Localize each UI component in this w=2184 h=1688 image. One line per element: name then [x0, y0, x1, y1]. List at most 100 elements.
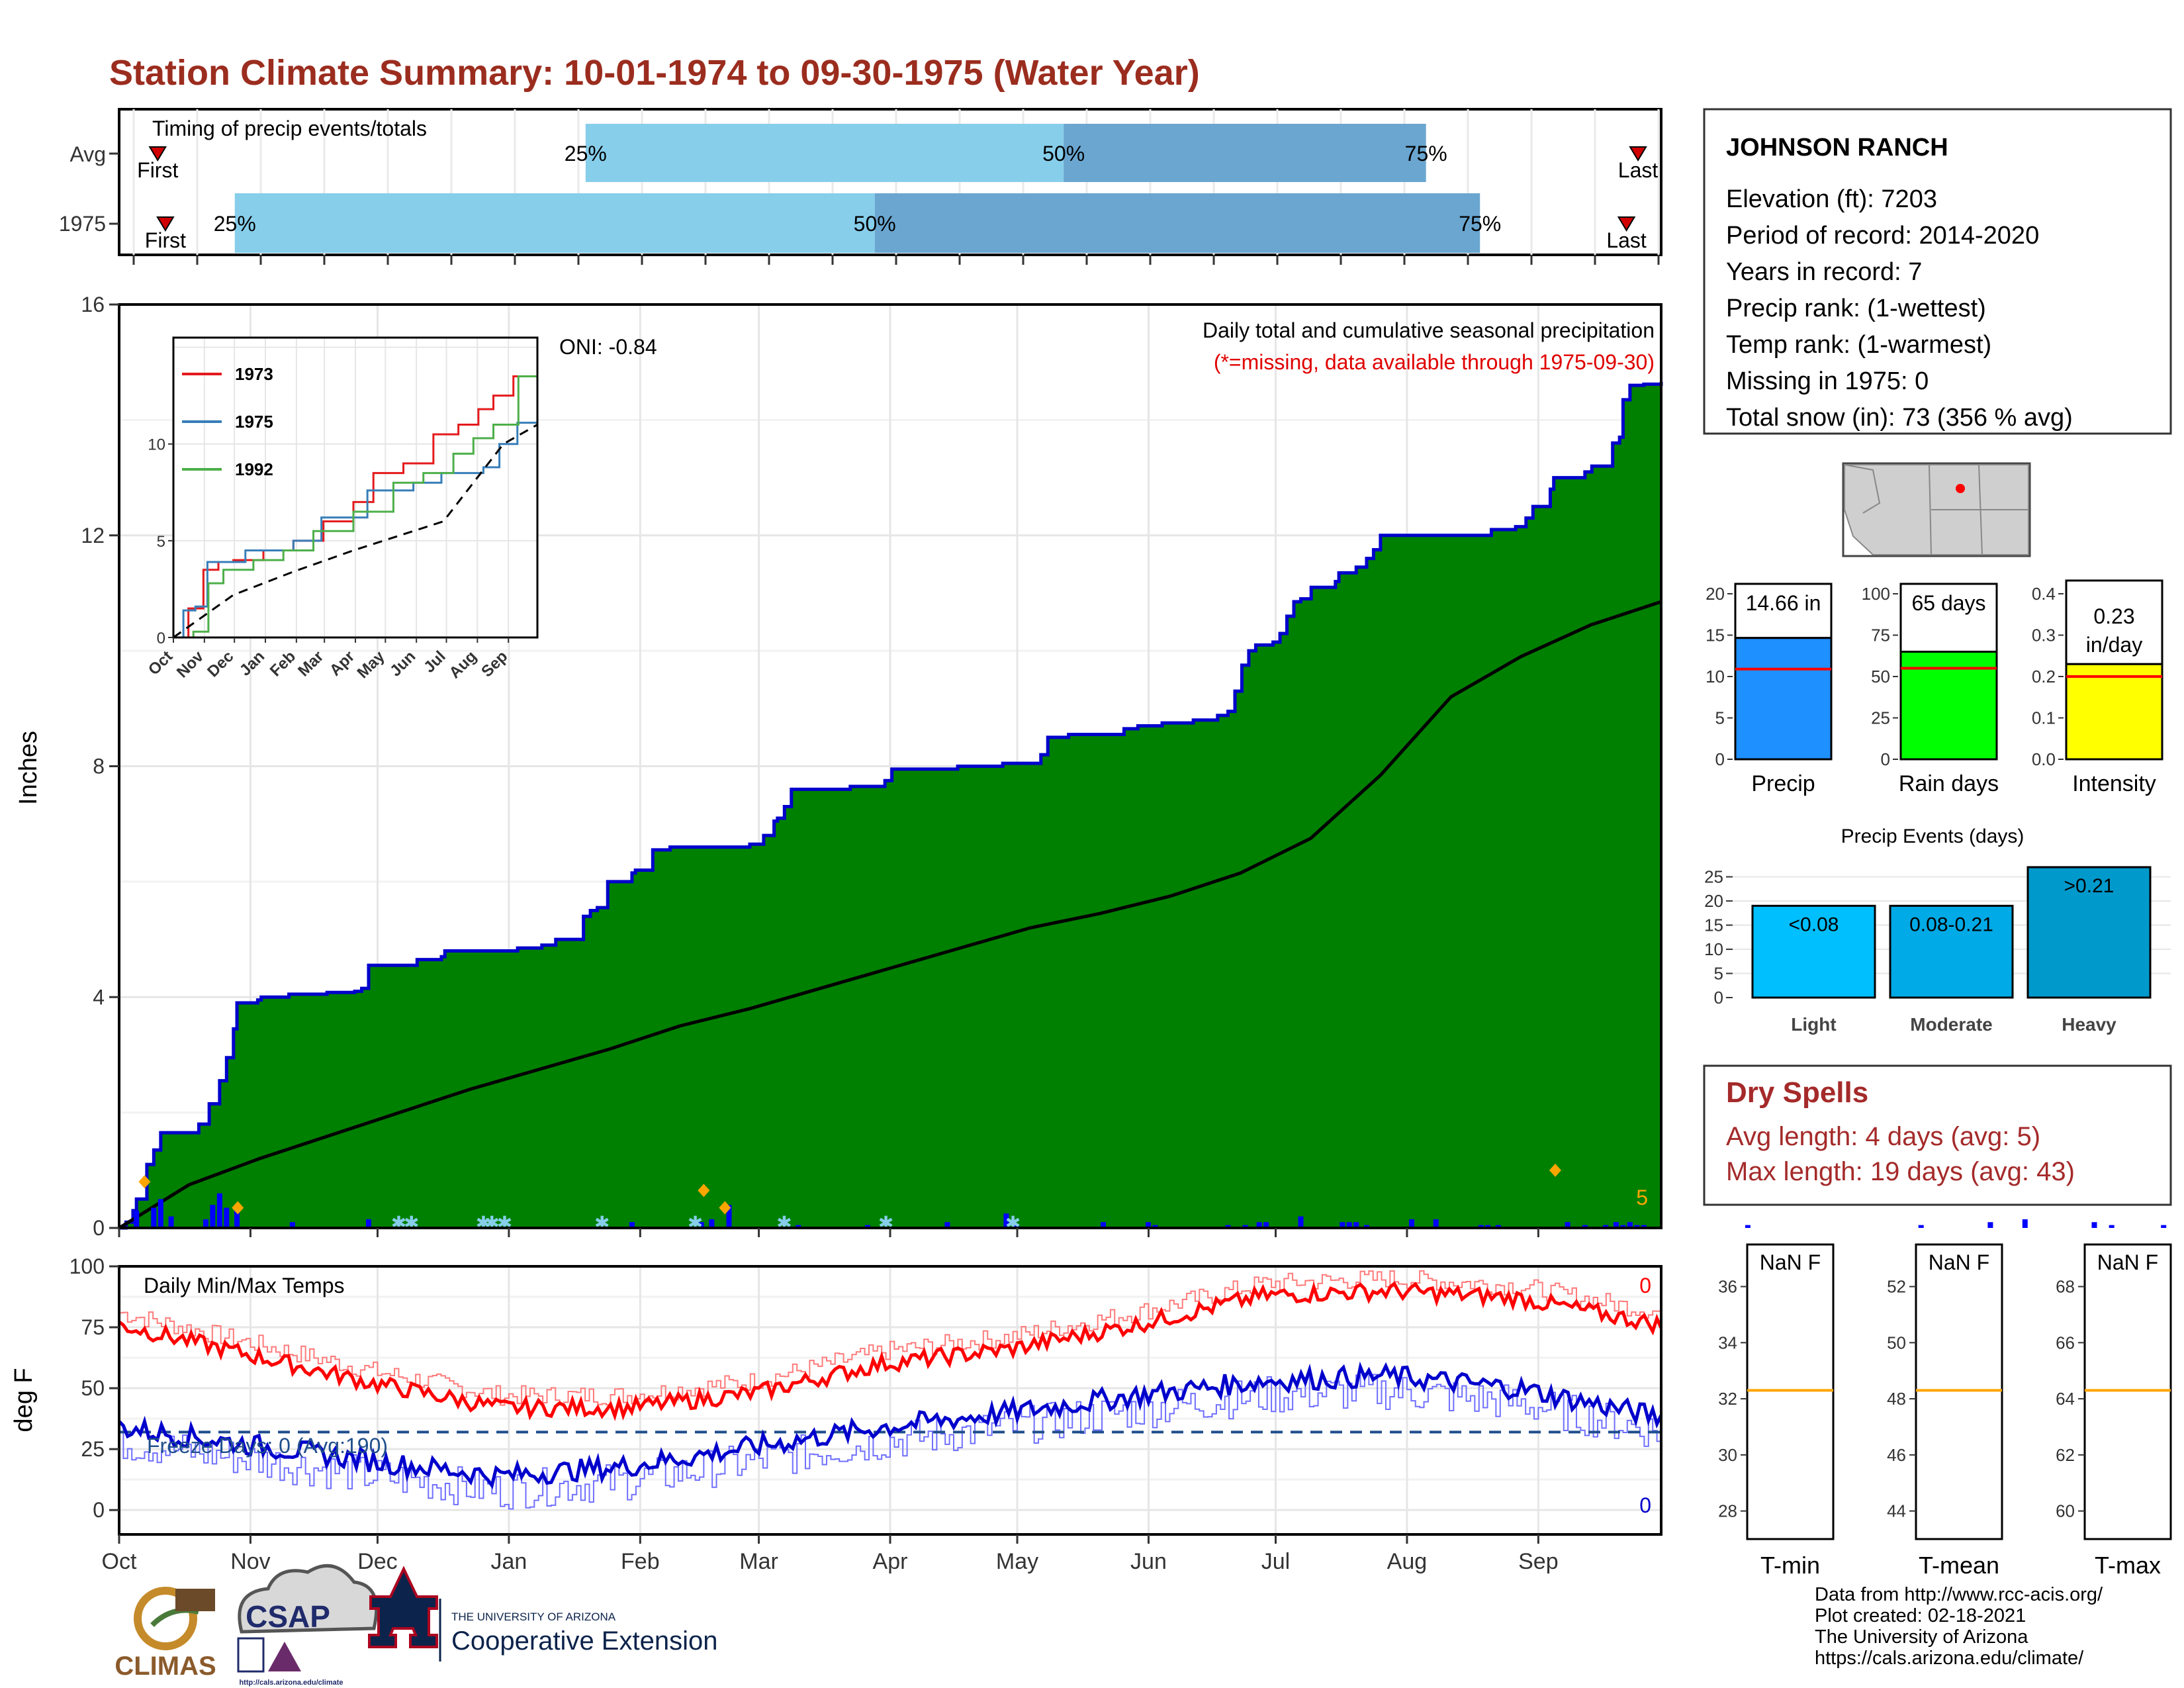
max-count-label: 5 — [1636, 1186, 1648, 1209]
month-label-Jul: Jul — [1261, 1549, 1290, 1574]
timing-bar-q3-Avg — [1064, 124, 1426, 182]
timing-row-label-1975: 1975 — [59, 212, 106, 236]
temp-ytick-0: 0 — [93, 1498, 105, 1522]
tmin-count: 0 — [1639, 1493, 1651, 1517]
csap-bars — [237, 1637, 265, 1673]
state-border-mid — [1929, 464, 1932, 555]
inset-series-1992 — [173, 338, 539, 639]
daily-precip-bar — [1101, 1222, 1107, 1228]
temp-box-t-mean — [1915, 1243, 2003, 1540]
inset-legend-label-1973: 1973 — [235, 364, 273, 384]
temp-box-category-t-max: T-max — [2095, 1552, 2161, 1579]
events-ytick-0: 0 — [1714, 988, 1723, 1008]
mini-ytick-precip: 10 — [1706, 667, 1725, 686]
footer: CLIMAS CSAP http://cals.arizona.edu/clim… — [114, 1564, 2103, 1687]
temp-box-tick-t-mean: 50 — [1887, 1333, 1906, 1352]
daily-precip-bar — [1152, 1225, 1158, 1228]
daily-precip-bar — [698, 1222, 704, 1228]
precip-ytick-label-0: 0 — [93, 1216, 105, 1240]
timing-p75-label-1975: 75% — [1459, 212, 1501, 236]
events-bar-label-light: <0.08 — [1789, 914, 1839, 935]
temp-box-tick-t-min: 30 — [1718, 1445, 1737, 1465]
station-name: JOHNSON RANCH — [1726, 134, 1948, 162]
cumulative-precip-line — [119, 381, 1663, 1230]
month-label-Sep: Sep — [1518, 1549, 1559, 1574]
precip-ytick-label-4: 4 — [93, 985, 105, 1009]
daily-precip-bar — [1627, 1222, 1633, 1228]
max-precip-marker — [719, 1201, 731, 1215]
timing-last-label-1975: Last — [1606, 228, 1647, 252]
temp-box-category-t-min: T-min — [1760, 1552, 1820, 1579]
mini-ytick-intensity: 0.4 — [2032, 584, 2056, 604]
daily-precip-bar — [203, 1219, 208, 1228]
daily-precip-bar — [1582, 1225, 1588, 1228]
inset-legend-label-1992: 1992 — [235, 459, 273, 479]
station-detail-0: Elevation (ft): 7203 — [1726, 185, 1937, 213]
mini-ytick-rain-days: 100 — [1862, 584, 1890, 604]
temp-panel-title: Daily Min/Max Temps — [144, 1274, 344, 1297]
events-bar-heavy — [2026, 866, 2152, 999]
daily-precip-bar — [1146, 1222, 1152, 1228]
dry-spells-title: Dry Spells — [1726, 1076, 1868, 1109]
daily-precip-bar — [216, 1193, 222, 1228]
timing-bar-q2-1975 — [234, 193, 875, 253]
precip-events-bars: 0 5 10 15 20 25 <0.08 Light 0.08-0.21 Moderate >0.… — [1704, 866, 2171, 1035]
temp-y-axis: 0 25 50 75 100 — [69, 1254, 119, 1522]
timing-bar-q2-Avg — [585, 124, 1064, 182]
inset-ytick-0: 0 — [157, 630, 165, 647]
precip-ytick-label-12: 12 — [81, 524, 105, 547]
daily-precip-bar — [1433, 1219, 1439, 1228]
mini-ytick-precip: 15 — [1706, 626, 1725, 645]
timing-p25-label-Avg: 25% — [565, 142, 607, 165]
daily-precip-bar — [1409, 1219, 1415, 1228]
max-precip-marker — [698, 1184, 710, 1197]
month-label-Mar: Mar — [739, 1549, 778, 1574]
mini-ytick-rain-days: 75 — [1871, 626, 1890, 645]
daily-precip-bar — [1346, 1222, 1352, 1228]
footer-line-3: https://cals.arizona.edu/climate/ — [1815, 1648, 2084, 1669]
station-location-dot — [1956, 484, 1965, 493]
station-details: Elevation (ft): 7203 Period of record: 20… — [1726, 185, 2073, 432]
inset-series — [173, 338, 539, 639]
daily-precip-bar — [1485, 1225, 1491, 1228]
csap-mountain — [268, 1642, 301, 1671]
timing-bar-q3-1975 — [874, 193, 1480, 253]
max-precip-marker — [232, 1201, 244, 1215]
daily-precip-bar — [1363, 1225, 1369, 1228]
mini-bar-intensity — [2065, 663, 2163, 761]
state-border-west — [1844, 464, 1881, 514]
footer-line-0: Data from http://www.rcc-acis.org/ — [1815, 1584, 2103, 1605]
precip-ytick-label-16: 16 — [81, 293, 105, 316]
snow-marker: ✱ — [776, 1213, 792, 1233]
temp-box-t-max — [2083, 1243, 2172, 1540]
mini-ytick-precip: 20 — [1706, 584, 1725, 604]
month-label-Feb: Feb — [621, 1549, 660, 1574]
station-info-box: JOHNSON RANCH Elevation (ft): 7203 Period… — [1703, 108, 2172, 435]
freeze-days-label: Freeze Days: 0 (Avg:190) — [147, 1434, 388, 1458]
daily-precip-bar — [796, 1225, 801, 1228]
tmin-line — [118, 1361, 1663, 1489]
daily-precip-bar — [158, 1199, 163, 1228]
precip-y-axis: 0 4 8 12 16 — [81, 293, 119, 1240]
mini-label-box-rain-days — [1899, 583, 1998, 653]
station-detail-1: Period of record: 2014-2020 — [1726, 222, 2039, 250]
daily-precip-bar — [1014, 1225, 1020, 1228]
daily-precip-bar — [1495, 1225, 1501, 1228]
timing-p75-label-Avg: 75% — [1405, 142, 1447, 165]
footer-line-1: Plot created: 02-18-2021 — [1815, 1605, 2026, 1626]
daily-precip-bar — [289, 1222, 295, 1228]
tmax-count: 0 — [1639, 1274, 1651, 1297]
daily-precip-bar — [1620, 1225, 1626, 1228]
mini-value-unit-intensity: in/day — [2086, 633, 2142, 657]
mini-value-label-precip: 14.66 in — [1746, 591, 1821, 615]
cumulative-precip-area — [119, 381, 1661, 1228]
timing-first-marker-1975 — [156, 216, 175, 232]
temp-box-tick-t-min: 34 — [1718, 1333, 1737, 1352]
timing-last-marker-1975 — [1617, 216, 1636, 232]
timing-title: Timing of precip events/totals — [152, 117, 427, 140]
dry-spells-frame — [1703, 1064, 2172, 1206]
inset-series-1975 — [173, 405, 539, 639]
month-label-Aug: Aug — [1387, 1549, 1428, 1574]
